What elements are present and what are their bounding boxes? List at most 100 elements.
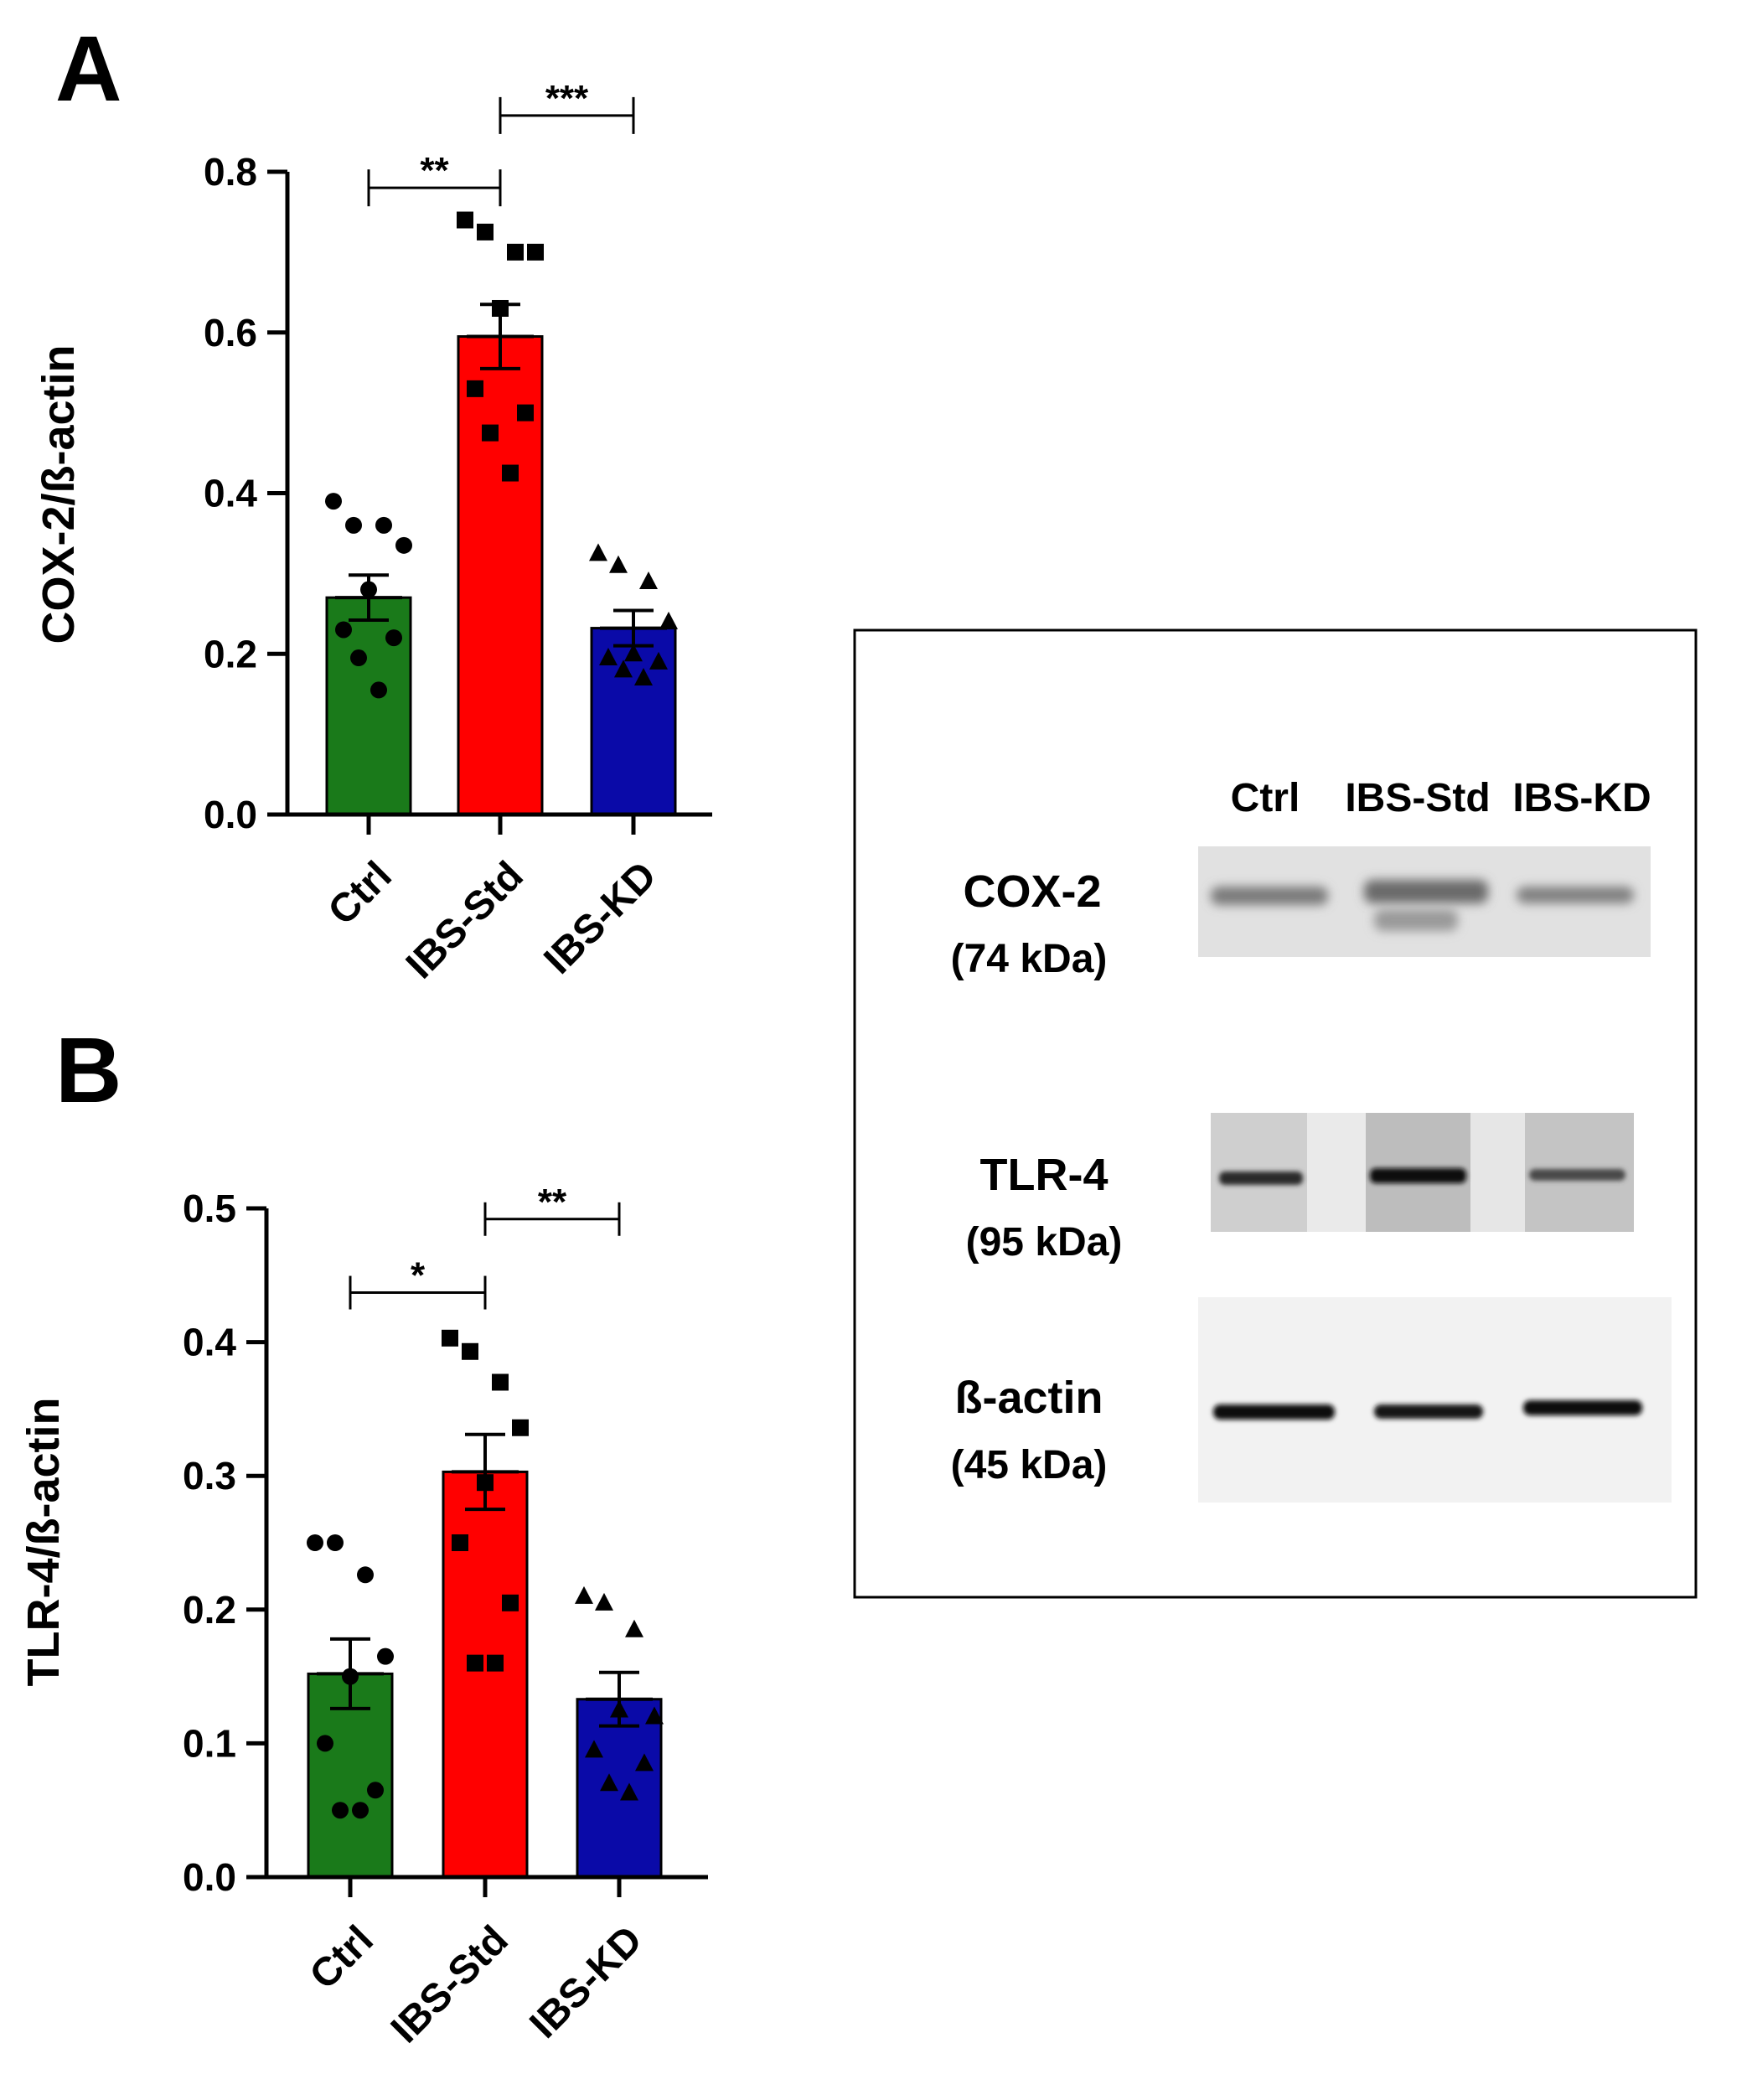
blot-band-name-cox2: COX-2 — [963, 866, 1101, 917]
significance-stars: * — [411, 1255, 426, 1296]
bar-ibs-std — [442, 1470, 529, 1879]
data-point — [367, 1782, 384, 1799]
data-point — [609, 555, 628, 573]
x-category-label: IBS-Std — [398, 853, 532, 987]
y-tick-label: 0.0 — [204, 793, 257, 836]
data-point — [487, 1654, 504, 1672]
blot-strip-cox2 — [1198, 846, 1651, 957]
data-point — [512, 1419, 529, 1436]
blot-band — [1364, 880, 1488, 903]
y-tick-label: 0.0 — [183, 1855, 236, 1899]
data-point — [307, 1534, 323, 1551]
data-point — [634, 668, 653, 686]
data-point — [620, 1782, 638, 1801]
significance-bracket — [349, 1275, 487, 1310]
data-point — [317, 1735, 333, 1752]
x-category-label: IBS-Std — [383, 1917, 517, 2051]
significance-bracket — [367, 169, 502, 207]
chart-b: 0.00.10.20.30.40.5 *** Ctrl IBS-Std IBS-KD… — [18, 1182, 708, 2051]
y-axis-label: COX-2/ß-actin — [34, 344, 84, 644]
data-point — [507, 243, 524, 261]
y-tick-label: 0.6 — [204, 311, 257, 354]
data-point — [595, 1592, 613, 1611]
data-point — [477, 1474, 494, 1492]
blot-band — [1219, 1172, 1303, 1185]
significance-stars: ** — [420, 150, 449, 191]
data-point — [599, 648, 618, 666]
y-axis-label: TLR-4/ß-actin — [18, 1398, 69, 1687]
blot-lane-label-ibs-kd: IBS-KD — [1512, 776, 1651, 820]
data-point — [502, 1594, 519, 1611]
data-point — [649, 651, 668, 670]
blot-strip-tlr4 — [1211, 1113, 1634, 1232]
panel-label-b: B — [55, 1019, 121, 1122]
y-tick-label: 0.4 — [204, 472, 257, 515]
data-point — [360, 581, 377, 598]
blot-lane-label-ctrl: Ctrl — [1231, 776, 1300, 820]
data-point — [332, 1802, 349, 1819]
data-point — [517, 404, 534, 422]
data-point — [610, 1699, 628, 1718]
panel-label-a: A — [55, 18, 121, 121]
blot-band — [1213, 1404, 1335, 1420]
blot-frame — [853, 628, 1698, 1599]
blot-band-size-tlr4: (95 kDa) — [966, 1220, 1123, 1265]
error-bar — [467, 303, 534, 370]
y-tick-label: 0.3 — [183, 1454, 236, 1497]
significance-bracket — [483, 1202, 621, 1236]
significance-stars: *** — [545, 78, 589, 119]
data-point — [395, 536, 412, 554]
x-category-label: IBS-KD — [535, 853, 664, 982]
data-point — [492, 299, 509, 317]
bar-ibs-kd — [576, 1698, 663, 1879]
y-tick-label: 0.2 — [204, 632, 257, 675]
data-point — [327, 1534, 344, 1551]
blot-band — [1211, 887, 1328, 905]
data-point — [385, 629, 402, 647]
data-point — [527, 243, 544, 261]
data-point — [589, 543, 607, 561]
y-tick-label: 0.5 — [183, 1187, 236, 1230]
data-point — [357, 1566, 374, 1584]
blot-band — [1374, 1404, 1483, 1419]
data-point — [345, 516, 362, 534]
data-point — [462, 1342, 478, 1360]
data-point — [492, 1373, 509, 1391]
data-point — [585, 1740, 603, 1758]
significance-stars: ** — [538, 1182, 567, 1223]
data-point — [575, 1585, 593, 1604]
data-point — [625, 1619, 643, 1637]
data-point — [457, 211, 473, 229]
data-point — [352, 1802, 369, 1819]
data-point — [600, 1773, 618, 1792]
blot-band-size-cox2: (74 kDa) — [951, 937, 1108, 981]
blot-band-smear — [1374, 909, 1458, 931]
data-point — [645, 1706, 664, 1725]
significance-bracket — [499, 96, 635, 134]
blot-band-name-tlr4: TLR-4 — [980, 1150, 1109, 1200]
blot-band — [1517, 887, 1634, 903]
data-point — [467, 1654, 483, 1672]
data-point — [342, 1668, 359, 1685]
y-tick-label: 0.1 — [183, 1721, 236, 1765]
blot-band — [1370, 1168, 1466, 1183]
error-bar — [452, 1432, 519, 1512]
blot-strip-bactin — [1198, 1297, 1672, 1503]
data-point — [442, 1329, 458, 1347]
blot-band-name-bactin: ß-actin — [954, 1373, 1103, 1423]
data-point — [614, 659, 633, 678]
data-point — [350, 649, 367, 667]
data-point — [325, 493, 342, 510]
data-point — [335, 621, 352, 639]
data-point — [477, 223, 494, 241]
blot-band-size-bactin: (45 kDa) — [951, 1443, 1108, 1487]
y-tick-label: 0.4 — [183, 1321, 236, 1364]
data-point — [377, 1647, 394, 1665]
data-point — [467, 380, 483, 397]
blot-lane-label-ibs-std: IBS-Std — [1345, 776, 1490, 820]
data-point — [639, 571, 658, 589]
x-category-label: Ctrl — [320, 853, 401, 934]
data-point — [482, 424, 499, 442]
